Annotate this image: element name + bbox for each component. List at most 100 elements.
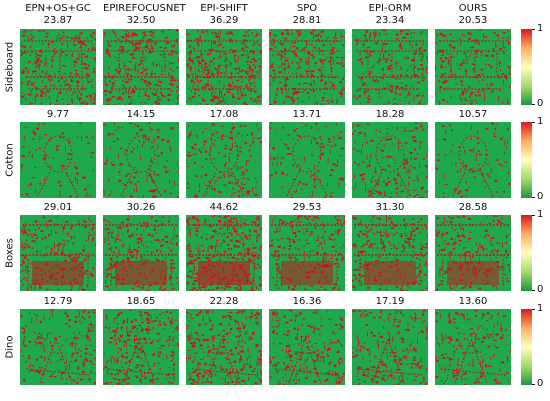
mse-score: 16.36 bbox=[292, 296, 322, 307]
mse-score: 13.71 bbox=[292, 109, 322, 120]
error-map-boxes-5 bbox=[435, 215, 511, 291]
error-map-texture bbox=[103, 122, 179, 198]
colorbar bbox=[521, 122, 532, 198]
colorbar-tick-label: 0 bbox=[537, 191, 544, 202]
method-title: SPO bbox=[296, 3, 318, 14]
error-map-texture bbox=[103, 29, 179, 105]
error-map-texture bbox=[269, 309, 345, 385]
error-map-dino-4 bbox=[352, 309, 428, 385]
method-title: OURS bbox=[458, 3, 488, 14]
scene-label: Sideboard bbox=[4, 41, 16, 93]
error-map-texture bbox=[103, 215, 179, 291]
colorbar-tick-label: 1 bbox=[537, 303, 544, 314]
mse-score: 14.15 bbox=[126, 109, 156, 120]
error-map-cotton-3 bbox=[269, 122, 345, 198]
colorbar-tick-mark bbox=[532, 122, 535, 123]
mse-score: 29.53 bbox=[292, 202, 322, 213]
error-map-texture bbox=[20, 215, 96, 291]
scene-label: Boxes bbox=[4, 238, 16, 268]
error-map-sideboard-5 bbox=[435, 29, 511, 105]
colorbar bbox=[521, 29, 532, 105]
colorbar-tick-label: 1 bbox=[537, 209, 544, 220]
colorbar-tick-mark bbox=[532, 215, 535, 216]
error-map-dino-0 bbox=[20, 309, 96, 385]
scene-label: Dino bbox=[4, 335, 16, 359]
colorbar-tick-mark bbox=[532, 104, 535, 105]
error-map-texture bbox=[186, 309, 262, 385]
error-map-texture bbox=[435, 122, 511, 198]
error-map-cotton-4 bbox=[352, 122, 428, 198]
mse-score: 29.01 bbox=[43, 202, 73, 213]
error-map-sideboard-1 bbox=[103, 29, 179, 105]
error-map-cotton-1 bbox=[103, 122, 179, 198]
error-map-texture bbox=[352, 309, 428, 385]
error-map-texture bbox=[20, 29, 96, 105]
mse-score: 20.53 bbox=[458, 15, 488, 26]
error-map-texture bbox=[20, 309, 96, 385]
error-map-boxes-0 bbox=[20, 215, 96, 291]
colorbar-tick-mark bbox=[532, 29, 535, 30]
method-title: EPIREFOCUSNET bbox=[103, 3, 186, 14]
error-map-texture bbox=[353, 29, 428, 105]
error-map-sideboard-4 bbox=[352, 29, 428, 105]
error-map-texture bbox=[103, 309, 179, 385]
colorbar bbox=[521, 215, 532, 291]
error-map-boxes-1 bbox=[103, 215, 179, 291]
colorbar-tick-label: 0 bbox=[537, 98, 544, 109]
error-map-texture bbox=[21, 122, 96, 198]
error-map-cotton-2 bbox=[186, 122, 262, 198]
mse-score: 31.30 bbox=[375, 202, 405, 213]
mse-score: 18.28 bbox=[375, 109, 405, 120]
method-title: EPI-SHIFT bbox=[200, 3, 248, 14]
error-map-texture bbox=[352, 215, 428, 291]
error-map-texture bbox=[186, 123, 262, 198]
mse-score: 10.57 bbox=[458, 109, 488, 120]
mse-score: 23.34 bbox=[375, 15, 405, 26]
error-map-texture bbox=[435, 29, 511, 105]
error-map-sideboard-2 bbox=[186, 29, 262, 105]
colorbar-tick-label: 1 bbox=[537, 23, 544, 34]
colorbar-tick-mark bbox=[532, 290, 535, 291]
error-map-dino-2 bbox=[186, 309, 262, 385]
mse-score: 13.60 bbox=[458, 296, 488, 307]
colorbar-tick-mark bbox=[532, 384, 535, 385]
error-map-texture bbox=[435, 215, 511, 291]
error-map-sideboard-0 bbox=[20, 29, 96, 105]
colorbar-tick-label: 1 bbox=[537, 116, 544, 127]
error-map-dino-5 bbox=[435, 309, 511, 385]
error-map-texture bbox=[435, 309, 511, 385]
mse-score: 28.58 bbox=[458, 202, 488, 213]
mse-score: 22.28 bbox=[209, 296, 239, 307]
mse-score: 12.79 bbox=[43, 296, 73, 307]
colorbar-tick-label: 0 bbox=[537, 378, 544, 389]
error-map-boxes-4 bbox=[352, 215, 428, 291]
mse-score: 18.65 bbox=[126, 296, 156, 307]
colorbar-tick-mark bbox=[532, 197, 535, 198]
error-map-sideboard-3 bbox=[269, 29, 345, 105]
error-map-texture bbox=[186, 215, 262, 291]
mse-score: 28.81 bbox=[292, 15, 322, 26]
mse-score: 36.29 bbox=[209, 15, 239, 26]
mse-score: 44.62 bbox=[209, 202, 239, 213]
error-map-texture bbox=[186, 29, 262, 105]
method-title: EPN+OS+GC bbox=[25, 3, 91, 14]
scene-label: Cotton bbox=[4, 143, 16, 177]
error-map-dino-1 bbox=[103, 309, 179, 385]
mse-score: 17.08 bbox=[209, 109, 239, 120]
error-map-texture bbox=[352, 122, 428, 198]
error-map-boxes-2 bbox=[186, 215, 262, 291]
error-map-texture bbox=[269, 215, 345, 291]
mse-score: 30.26 bbox=[126, 202, 156, 213]
mse-score: 32.50 bbox=[126, 15, 156, 26]
mse-score: 9.77 bbox=[46, 109, 70, 120]
method-title: EPI-ORM bbox=[368, 3, 412, 14]
mse-score: 23.87 bbox=[43, 15, 73, 26]
colorbar bbox=[521, 309, 532, 385]
error-map-cotton-0 bbox=[20, 122, 96, 198]
error-map-boxes-3 bbox=[269, 215, 345, 291]
colorbar-tick-label: 0 bbox=[537, 284, 544, 295]
error-map-cotton-5 bbox=[435, 122, 511, 198]
error-map-dino-3 bbox=[269, 309, 345, 385]
mse-score: 17.19 bbox=[375, 296, 405, 307]
colorbar-tick-mark bbox=[532, 309, 535, 310]
